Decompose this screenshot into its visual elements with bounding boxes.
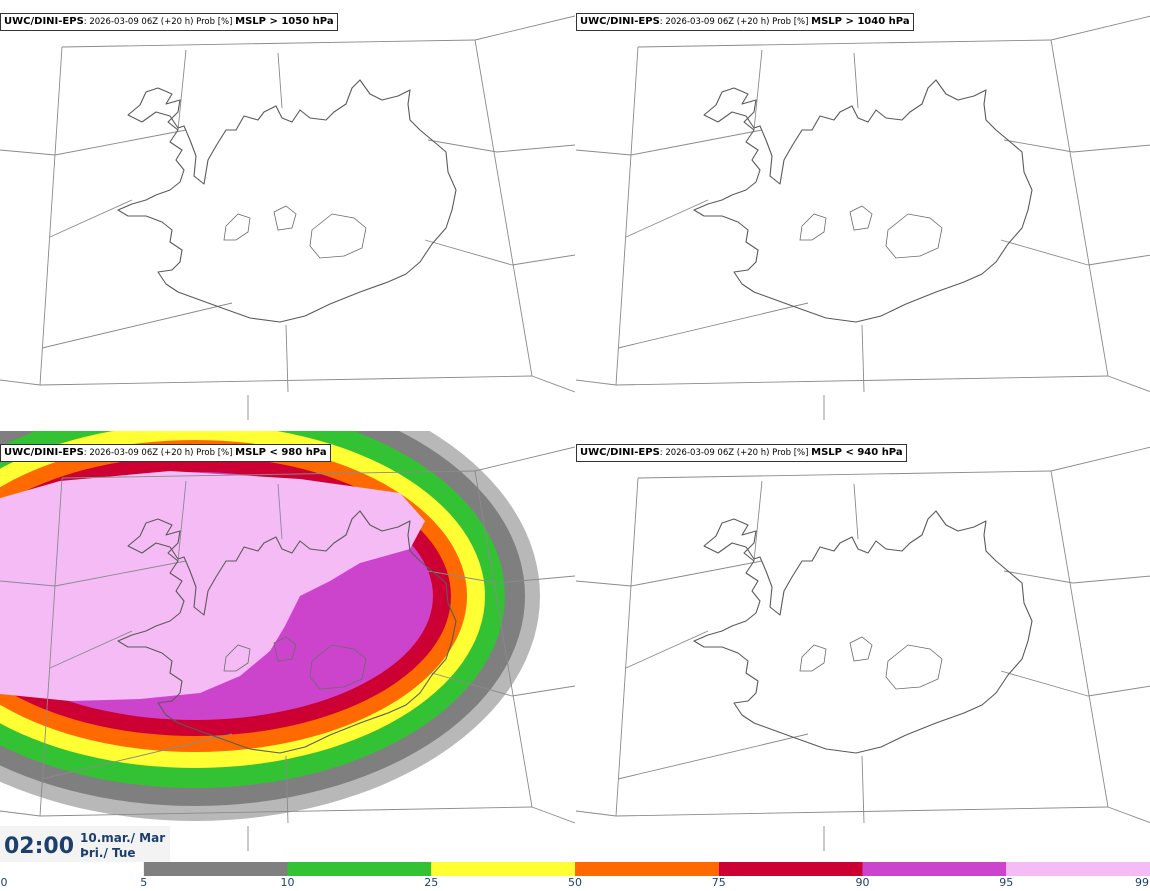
valid-weekday: Þri./ Tue xyxy=(80,846,136,860)
graticule-lines xyxy=(0,15,575,420)
map-panel-mslp-gt-1040: UWC/DINI-EPS: 2026-03-09 06Z (+20 h) Pro… xyxy=(576,0,1150,420)
colorbar-segment xyxy=(287,862,432,876)
colorbar-tick-label: 50 xyxy=(568,876,582,889)
colorbar-segment xyxy=(575,862,719,876)
colorbar-tick-label: 99 xyxy=(1135,876,1149,889)
graticule-lines xyxy=(576,446,1150,851)
valid-date: 10.mar./ Mar xyxy=(80,831,166,845)
colorbar-segment xyxy=(1006,862,1150,876)
model-name: UWC/DINI-EPS xyxy=(580,16,660,27)
parameter-label: MSLP > 1040 hPa xyxy=(811,16,910,27)
map-panel-mslp-lt-940: UWC/DINI-EPS: 2026-03-09 06Z (+20 h) Pro… xyxy=(576,431,1150,851)
model-name: UWC/DINI-EPS xyxy=(580,447,660,458)
glacier-outlines xyxy=(799,636,943,690)
colorbar-tick-label: 75 xyxy=(711,876,726,889)
prob-band-99-plus xyxy=(0,471,425,701)
model-name: UWC/DINI-EPS xyxy=(4,447,84,458)
colorbar-segment xyxy=(718,862,863,876)
colorbar-tick-label: 90 xyxy=(855,876,870,889)
colorbar-tick-label: 10 xyxy=(280,876,295,889)
map-panel-mslp-gt-1050: UWC/DINI-EPS: 2026-03-09 06Z (+20 h) Pro… xyxy=(0,0,575,420)
model-name: UWC/DINI-EPS xyxy=(4,16,84,27)
map-canvas xyxy=(576,15,1150,420)
glacier-outlines xyxy=(799,205,943,259)
parameter-label: MSLP > 1050 hPa xyxy=(235,16,334,27)
glacier-outlines xyxy=(223,636,367,690)
valid-time-box: 02:00 10.mar./ Mar Þri./ Tue xyxy=(0,826,170,862)
valid-time: 02:00 xyxy=(4,834,75,859)
graticule-lines xyxy=(0,446,575,851)
probability-colorbar xyxy=(0,862,1150,876)
panel-title: UWC/DINI-EPS: 2026-03-09 06Z (+20 h) Pro… xyxy=(576,13,914,31)
iceland-coastline xyxy=(693,79,1033,323)
colorbar-segment xyxy=(862,862,1007,876)
colorbar-segment xyxy=(143,862,288,876)
colorbar-segment xyxy=(431,862,576,876)
map-canvas xyxy=(576,446,1150,851)
parameter-label: MSLP < 980 hPa xyxy=(235,447,327,458)
run-info: : 2026-03-09 06Z (+20 h) Prob [%] xyxy=(83,17,236,27)
colorbar-tick-label: 95 xyxy=(999,876,1014,889)
iceland-coastline xyxy=(117,510,457,754)
iceland-coastline xyxy=(117,79,457,323)
colorbar-tick-label: 5 xyxy=(140,876,148,889)
map-canvas xyxy=(0,431,575,851)
panel-title: UWC/DINI-EPS: 2026-03-09 06Z (+20 h) Pro… xyxy=(0,13,338,31)
panel-title: UWC/DINI-EPS: 2026-03-09 06Z (+20 h) Pro… xyxy=(576,444,907,462)
map-canvas xyxy=(0,15,575,420)
graticule-lines xyxy=(576,15,1150,420)
parameter-label: MSLP < 940 hPa xyxy=(811,447,903,458)
run-info: : 2026-03-09 06Z (+20 h) Prob [%] xyxy=(83,448,236,458)
colorbar-tick-label: 25 xyxy=(424,876,439,889)
run-info: : 2026-03-09 06Z (+20 h) Prob [%] xyxy=(659,448,812,458)
run-info: : 2026-03-09 06Z (+20 h) Prob [%] xyxy=(659,17,812,27)
glacier-outlines xyxy=(223,205,367,259)
colorbar-tick-label: 0 xyxy=(0,876,8,889)
iceland-coastline xyxy=(693,510,1033,754)
map-panel-mslp-lt-980: UWC/DINI-EPS: 2026-03-09 06Z (+20 h) Pro… xyxy=(0,431,575,851)
panel-title: UWC/DINI-EPS: 2026-03-09 06Z (+20 h) Pro… xyxy=(0,444,331,462)
colorbar-segment-zero xyxy=(0,862,144,876)
